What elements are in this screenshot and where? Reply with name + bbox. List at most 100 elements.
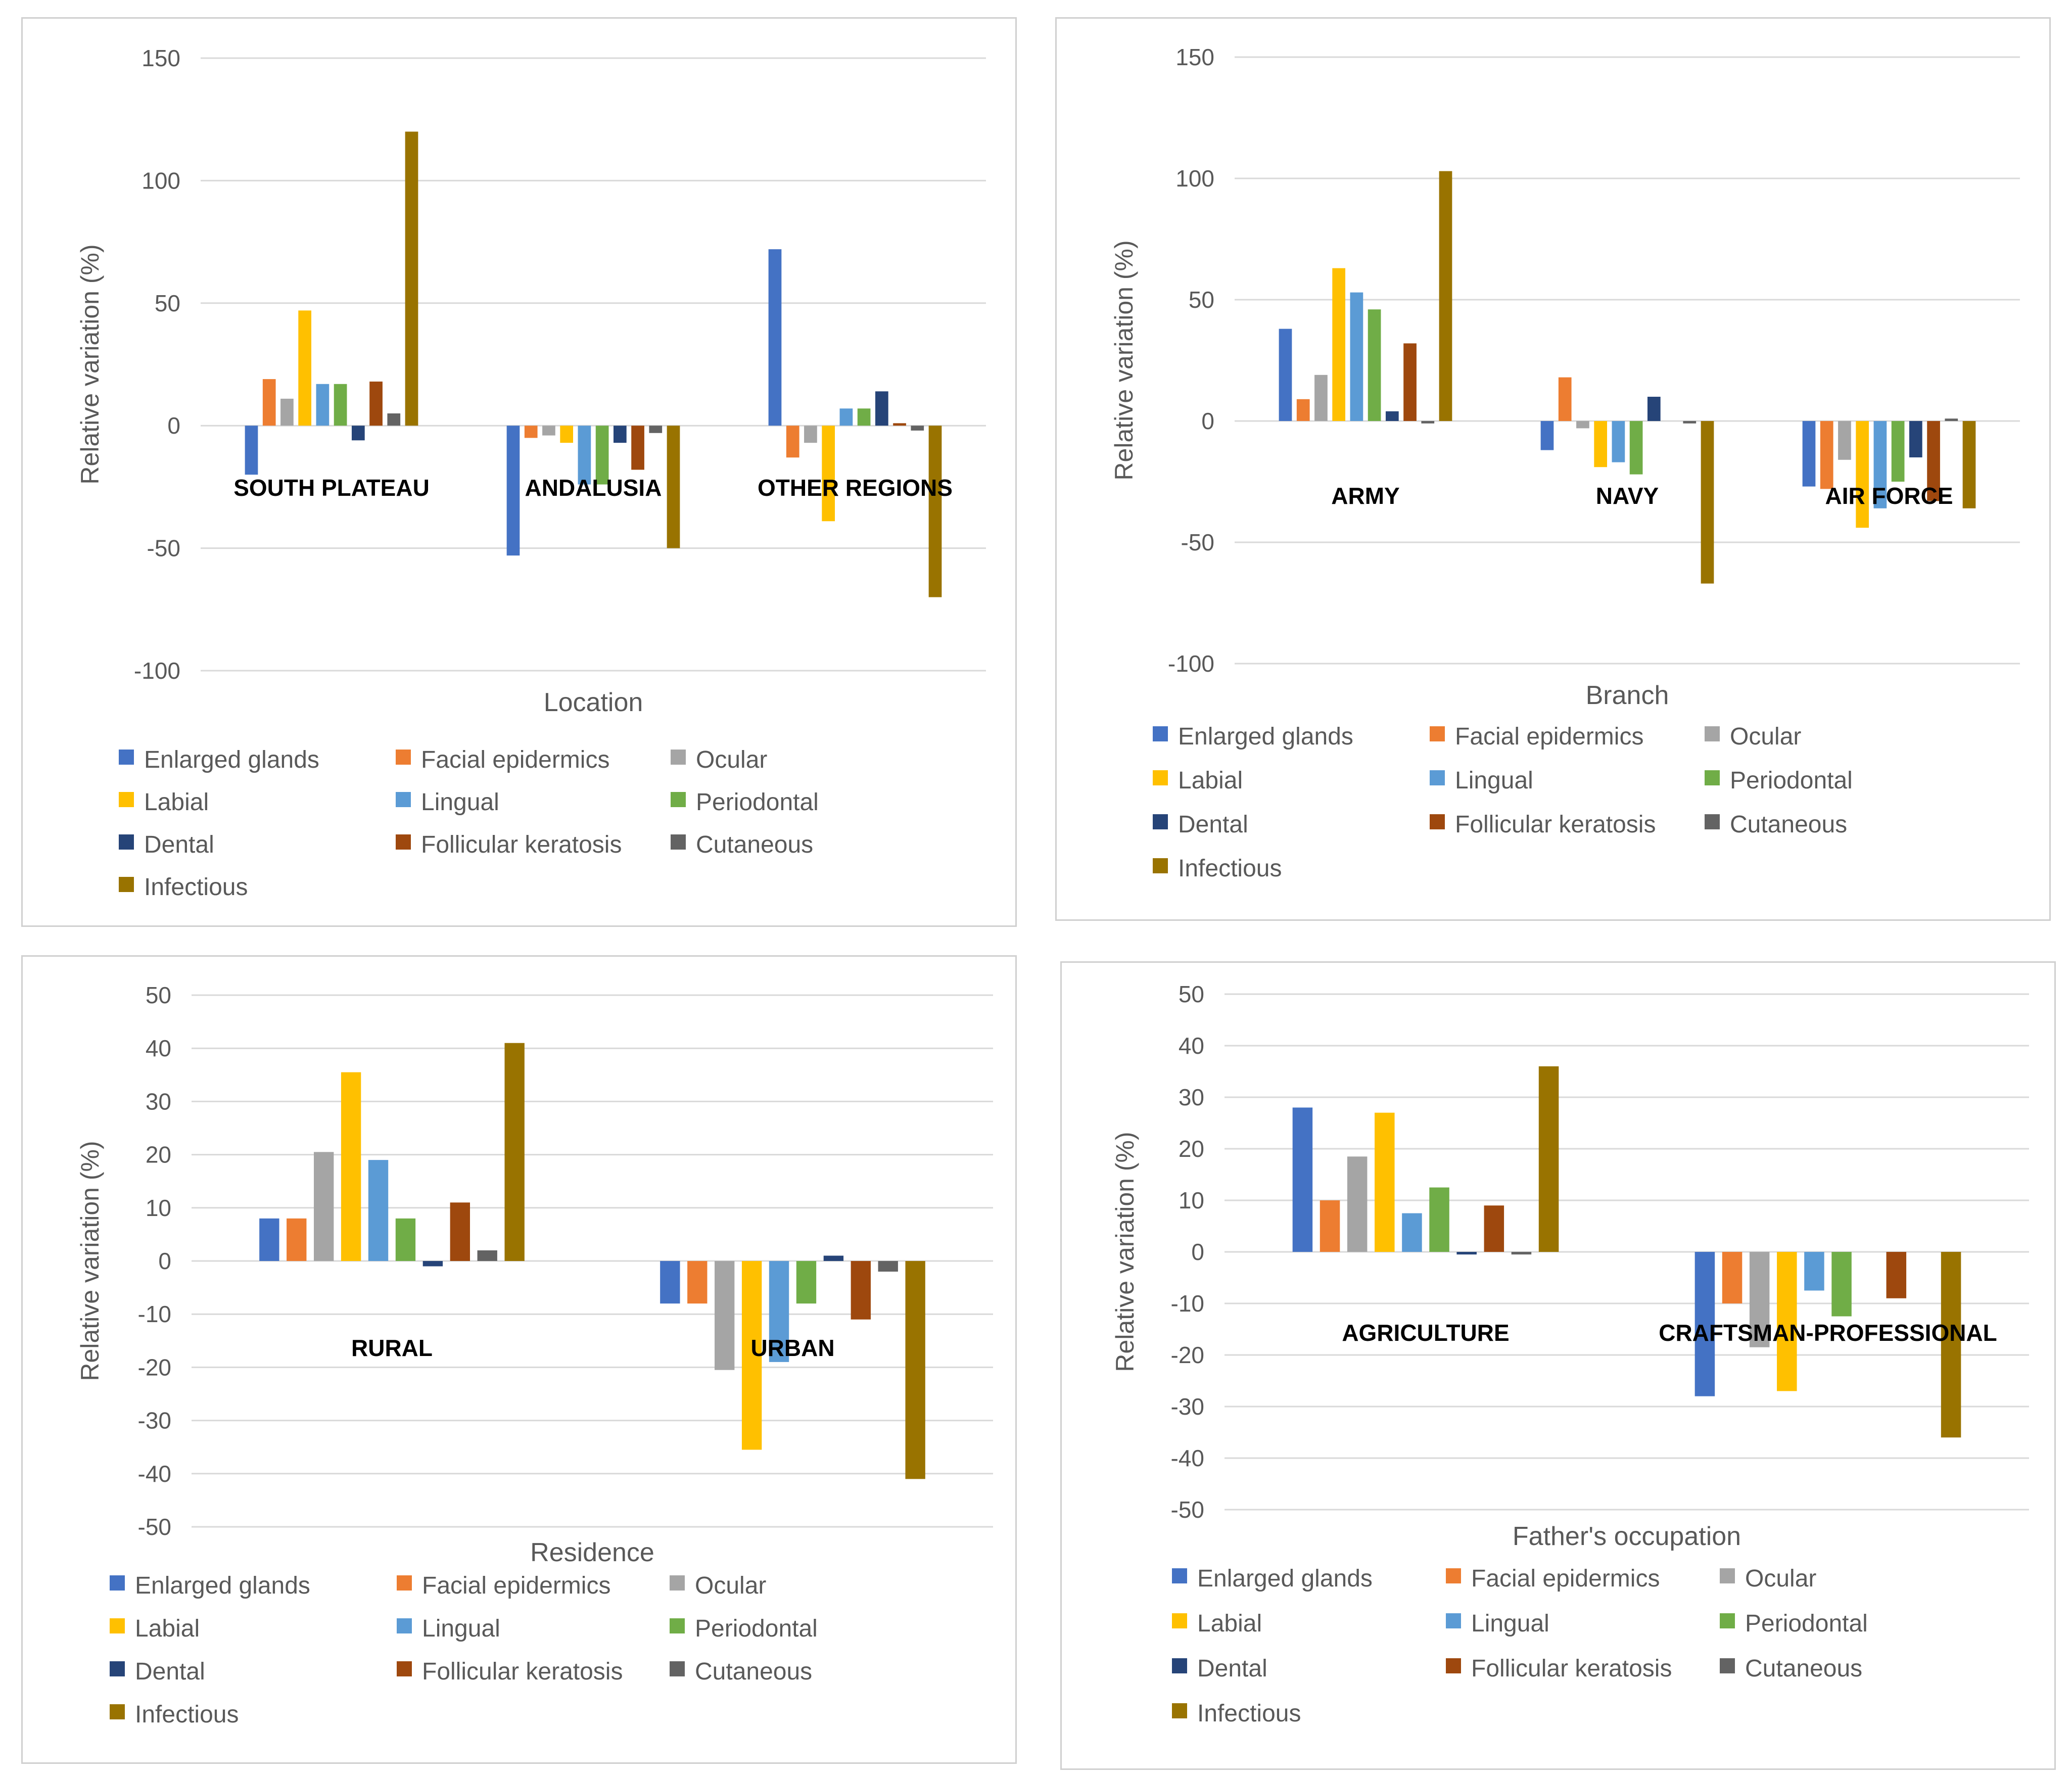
y-tick-label: -100 (1168, 650, 1214, 677)
legend-label: Ocular (695, 1572, 766, 1599)
legend-label: Periodontal (1730, 767, 1853, 794)
legend-item-cutaneous: Cutaneous (1720, 1655, 1862, 1682)
legend-label: Infectious (144, 874, 248, 901)
legend: Enlarged glands Facial epidermics Ocular La… (1172, 1565, 1868, 1727)
bar-cutaneous-urban (878, 1261, 898, 1272)
legend-label: Facial epidermics (421, 746, 609, 773)
bar-follicular-keratosis-andalusia (631, 426, 644, 470)
bars (259, 1043, 925, 1479)
category-label-navy: NAVY (1596, 483, 1659, 509)
legend-swatch (119, 792, 134, 807)
legend-item-labial: Labial (110, 1615, 200, 1642)
legend-item-periodontal: Periodontal (670, 1615, 818, 1642)
legend-swatch (670, 1575, 685, 1591)
legend-label: Cutaneous (695, 1658, 812, 1685)
legend-item-facial-epidermics: Facial epidermics (1430, 723, 1643, 750)
legend-swatch (1430, 770, 1445, 785)
legend-item-cutaneous: Cutaneous (1705, 811, 1847, 838)
y-tick-label: -20 (1171, 1342, 1204, 1368)
bar-facial-epidermics-navy (1558, 377, 1572, 421)
bar-labial-air-force (1856, 421, 1869, 528)
y-axis-title: Relative variation (%) (76, 244, 104, 484)
x-axis-title: Location (544, 688, 643, 717)
legend-label: Infectious (135, 1701, 239, 1728)
y-axis-ticks: 150 100 50 0 -50 -100 (1168, 44, 1214, 677)
bar-lingual-andalusia (578, 426, 591, 485)
bar-facial-epidermics-air-force (1820, 421, 1833, 489)
legend-swatch (1446, 1613, 1461, 1628)
chart-panel-residence: 50 40 30 20 10 0 -10 -20 -30 -40 -50 Relative varia… (21, 955, 1017, 1764)
category-label-south-plateau: SOUTH PLATEAU (233, 475, 430, 501)
legend-label: Dental (135, 1658, 205, 1685)
bars (245, 131, 942, 597)
legend-swatch (671, 750, 686, 765)
legend-label: Ocular (1745, 1565, 1816, 1592)
bar-periodontal-army (1368, 309, 1381, 421)
y-axis-title: Relative variation (%) (1111, 1132, 1139, 1372)
y-tick-label: 0 (167, 412, 180, 439)
bar-infectious-andalusia (667, 426, 680, 548)
legend-item-lingual: Lingual (1446, 1610, 1549, 1637)
legend-swatch (670, 1618, 685, 1633)
legend-swatch (397, 1661, 412, 1676)
chart-panel-location: 150 100 50 0 -50 -100 Relative variation (%) SO… (21, 17, 1017, 927)
bar-cutaneous-air-force (1945, 418, 1958, 421)
gridlines (1235, 56, 2020, 665)
bar-lingual-air-force (1873, 421, 1887, 508)
chart-panel-branch: 150 100 50 0 -50 -100 Relative variation (%) AR… (1055, 17, 2051, 921)
bar-enlarged-glands-rural (259, 1218, 279, 1261)
y-tick-label: -40 (138, 1461, 171, 1487)
legend-item-follicular-keratosis: Follicular keratosis (397, 1658, 623, 1685)
legend-label: Cutaneous (1745, 1655, 1862, 1682)
legend-label: Labial (144, 789, 209, 816)
legend: Enlarged glands Facial epidermics Ocular La… (110, 1572, 818, 1728)
legend-swatch (119, 877, 134, 892)
legend-swatch (1172, 1703, 1187, 1718)
legend-item-infectious: Infectious (1172, 1700, 1301, 1727)
bar-ocular-agriculture (1347, 1156, 1368, 1252)
legend-item-dental: Dental (119, 831, 214, 858)
y-tick-label: 150 (1175, 44, 1214, 70)
legend-label: Cutaneous (1730, 811, 1847, 838)
bar-facial-epidermics-other-regions (786, 426, 799, 458)
bar-cutaneous-rural (477, 1250, 497, 1261)
legend-swatch (670, 1661, 685, 1676)
legend-label: Follicular keratosis (422, 1658, 623, 1685)
y-tick-label: 20 (1179, 1136, 1204, 1162)
chart-svg-branch: 150 100 50 0 -50 -100 Relative variation (%) AR… (1110, 44, 2020, 882)
legend-swatch (119, 750, 134, 765)
legend-label: Infectious (1178, 855, 1282, 882)
bar-dental-agriculture (1456, 1252, 1477, 1255)
y-tick-label: 30 (146, 1088, 171, 1114)
x-axis-title: Father's occupation (1513, 1522, 1741, 1551)
legend-swatch (1153, 770, 1168, 785)
legend-item-enlarged-glands: Enlarged glands (1153, 723, 1353, 750)
legend-swatch (110, 1575, 125, 1591)
legend-item-labial: Labial (1172, 1610, 1262, 1637)
bar-ocular-air-force (1838, 421, 1851, 460)
legend-label: Ocular (696, 746, 767, 773)
bar-facial-epidermics-rural (287, 1218, 307, 1261)
category-label-other-regions: OTHER REGIONS (758, 475, 953, 501)
legend-label: Facial epidermics (1471, 1565, 1660, 1592)
legend-swatch (1172, 1658, 1187, 1673)
legend-swatch (1720, 1568, 1735, 1583)
legend-item-lingual: Lingual (397, 1615, 500, 1642)
category-label-rural: RURAL (351, 1335, 433, 1361)
legend-label: Enlarged glands (1197, 1565, 1373, 1592)
bar-enlarged-glands-air-force (1802, 421, 1816, 487)
legend-label: Facial epidermics (422, 1572, 610, 1599)
bar-follicular-keratosis-agriculture (1484, 1205, 1504, 1252)
bar-labial-other-regions (822, 426, 835, 522)
bar-enlarged-glands-south-plateau (245, 426, 258, 475)
legend-label: Lingual (1471, 1610, 1549, 1637)
bar-infectious-other-regions (928, 426, 942, 597)
bar-cutaneous-andalusia (649, 426, 663, 433)
bar-labial-south-plateau (298, 310, 312, 426)
legend-swatch (1153, 858, 1168, 873)
legend-label: Dental (1178, 811, 1248, 838)
bar-lingual-craftsman-professional (1804, 1252, 1824, 1291)
legend-item-follicular-keratosis: Follicular keratosis (1430, 811, 1656, 838)
legend-item-dental: Dental (1153, 811, 1248, 838)
bar-enlarged-glands-army (1279, 329, 1292, 421)
